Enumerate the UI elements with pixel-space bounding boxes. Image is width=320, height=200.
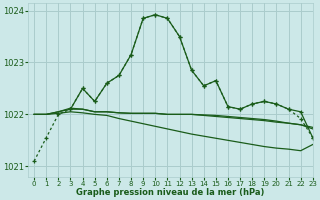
X-axis label: Graphe pression niveau de la mer (hPa): Graphe pression niveau de la mer (hPa) bbox=[76, 188, 265, 197]
